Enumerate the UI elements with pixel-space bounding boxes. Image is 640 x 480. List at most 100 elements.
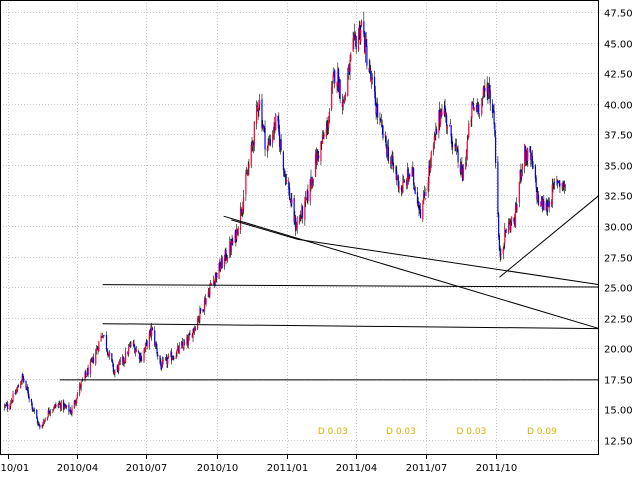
candle-body	[101, 336, 103, 338]
y-tick-label: 17.50	[604, 376, 633, 387]
candle-body	[10, 403, 12, 407]
candle-body	[91, 360, 93, 361]
x-tick-label: 2010/10	[197, 463, 239, 474]
candle-body	[86, 369, 88, 377]
candle-body	[439, 109, 441, 123]
candle-body	[419, 209, 422, 219]
candle-body	[20, 383, 22, 389]
candle-body	[145, 341, 147, 343]
candle-body	[341, 102, 343, 107]
candle-body	[187, 338, 189, 345]
candle-body	[226, 257, 229, 261]
candle-body	[563, 186, 566, 188]
candle-body	[166, 357, 168, 364]
candle-body	[299, 216, 301, 218]
candle-body	[17, 386, 19, 391]
candle-body	[128, 347, 130, 355]
candle-body	[207, 291, 209, 297]
candle-body	[125, 351, 127, 362]
candle-body	[450, 125, 452, 137]
candle-body	[332, 74, 334, 81]
candle-body	[232, 241, 234, 244]
candle-body	[376, 106, 378, 114]
candle-body	[82, 378, 84, 380]
candle-body	[269, 141, 271, 144]
candle-body	[429, 165, 431, 169]
candle-body	[305, 197, 307, 202]
candle-body	[39, 425, 41, 428]
candle-body	[392, 156, 394, 167]
candle-body	[440, 110, 442, 118]
candle-body	[231, 239, 233, 245]
y-tick-label: 32.50	[604, 192, 633, 203]
candle-body	[272, 134, 274, 144]
candle-body	[344, 96, 346, 103]
candle-body	[508, 221, 510, 222]
candle-body	[295, 227, 298, 231]
candle-body	[456, 148, 458, 150]
candle-body	[175, 355, 177, 359]
candle-body	[146, 340, 148, 347]
candle-body	[210, 282, 212, 286]
candle-body	[62, 400, 65, 410]
candle-body	[154, 330, 156, 346]
candle-body	[170, 351, 173, 361]
candle-body	[200, 308, 202, 312]
candle-body	[148, 333, 150, 348]
y-tick-label: 45.00	[604, 40, 633, 51]
candle-body	[184, 342, 186, 344]
candle-body	[331, 82, 334, 90]
candle-body	[215, 272, 217, 279]
trend-line	[499, 195, 600, 278]
candle-body	[264, 127, 266, 150]
candle-body	[461, 163, 463, 171]
candle-body	[510, 222, 512, 231]
candle-body	[407, 168, 409, 179]
candle-body	[27, 390, 29, 397]
candle-body	[396, 175, 399, 181]
candle-body	[36, 418, 39, 424]
candle-body	[167, 358, 169, 365]
candle-body	[133, 343, 135, 346]
candle-body	[132, 342, 134, 345]
x-tick-label: 2010/04	[57, 463, 99, 474]
candle-body	[32, 407, 34, 410]
candle-body	[532, 166, 534, 168]
y-tick-label: 42.50	[604, 70, 633, 81]
candle-body	[164, 358, 167, 360]
candle-body	[400, 187, 402, 190]
candle-body	[159, 355, 161, 364]
candle-body	[504, 227, 506, 244]
candle-body	[183, 342, 185, 350]
candle-body	[236, 229, 239, 235]
candle-body	[239, 206, 242, 230]
candle-body	[160, 361, 162, 367]
candle-body	[466, 141, 468, 154]
candle-body	[531, 155, 533, 167]
candle-body	[305, 198, 307, 199]
candle-body	[304, 200, 306, 220]
candle-body	[379, 118, 381, 120]
candle-body	[278, 131, 281, 148]
candle-body	[435, 128, 437, 134]
candle-body	[353, 35, 355, 40]
candle-body	[457, 149, 459, 163]
candle-body	[385, 135, 387, 147]
candle-body	[311, 177, 313, 189]
candle-body	[525, 152, 527, 162]
candle-body	[44, 419, 46, 422]
candle-body	[556, 178, 558, 182]
candle-body	[314, 154, 317, 177]
candle-body	[150, 328, 152, 335]
candles	[3, 11, 566, 430]
candle-body	[557, 180, 559, 184]
candle-body	[476, 105, 478, 111]
candle-body	[333, 71, 335, 77]
candle-body	[360, 21, 363, 26]
candle-body	[352, 38, 354, 52]
candle-body	[548, 200, 550, 207]
candle-body	[246, 173, 249, 176]
candle-body	[108, 354, 110, 357]
candle-body	[241, 210, 243, 212]
candle-body	[300, 217, 302, 219]
